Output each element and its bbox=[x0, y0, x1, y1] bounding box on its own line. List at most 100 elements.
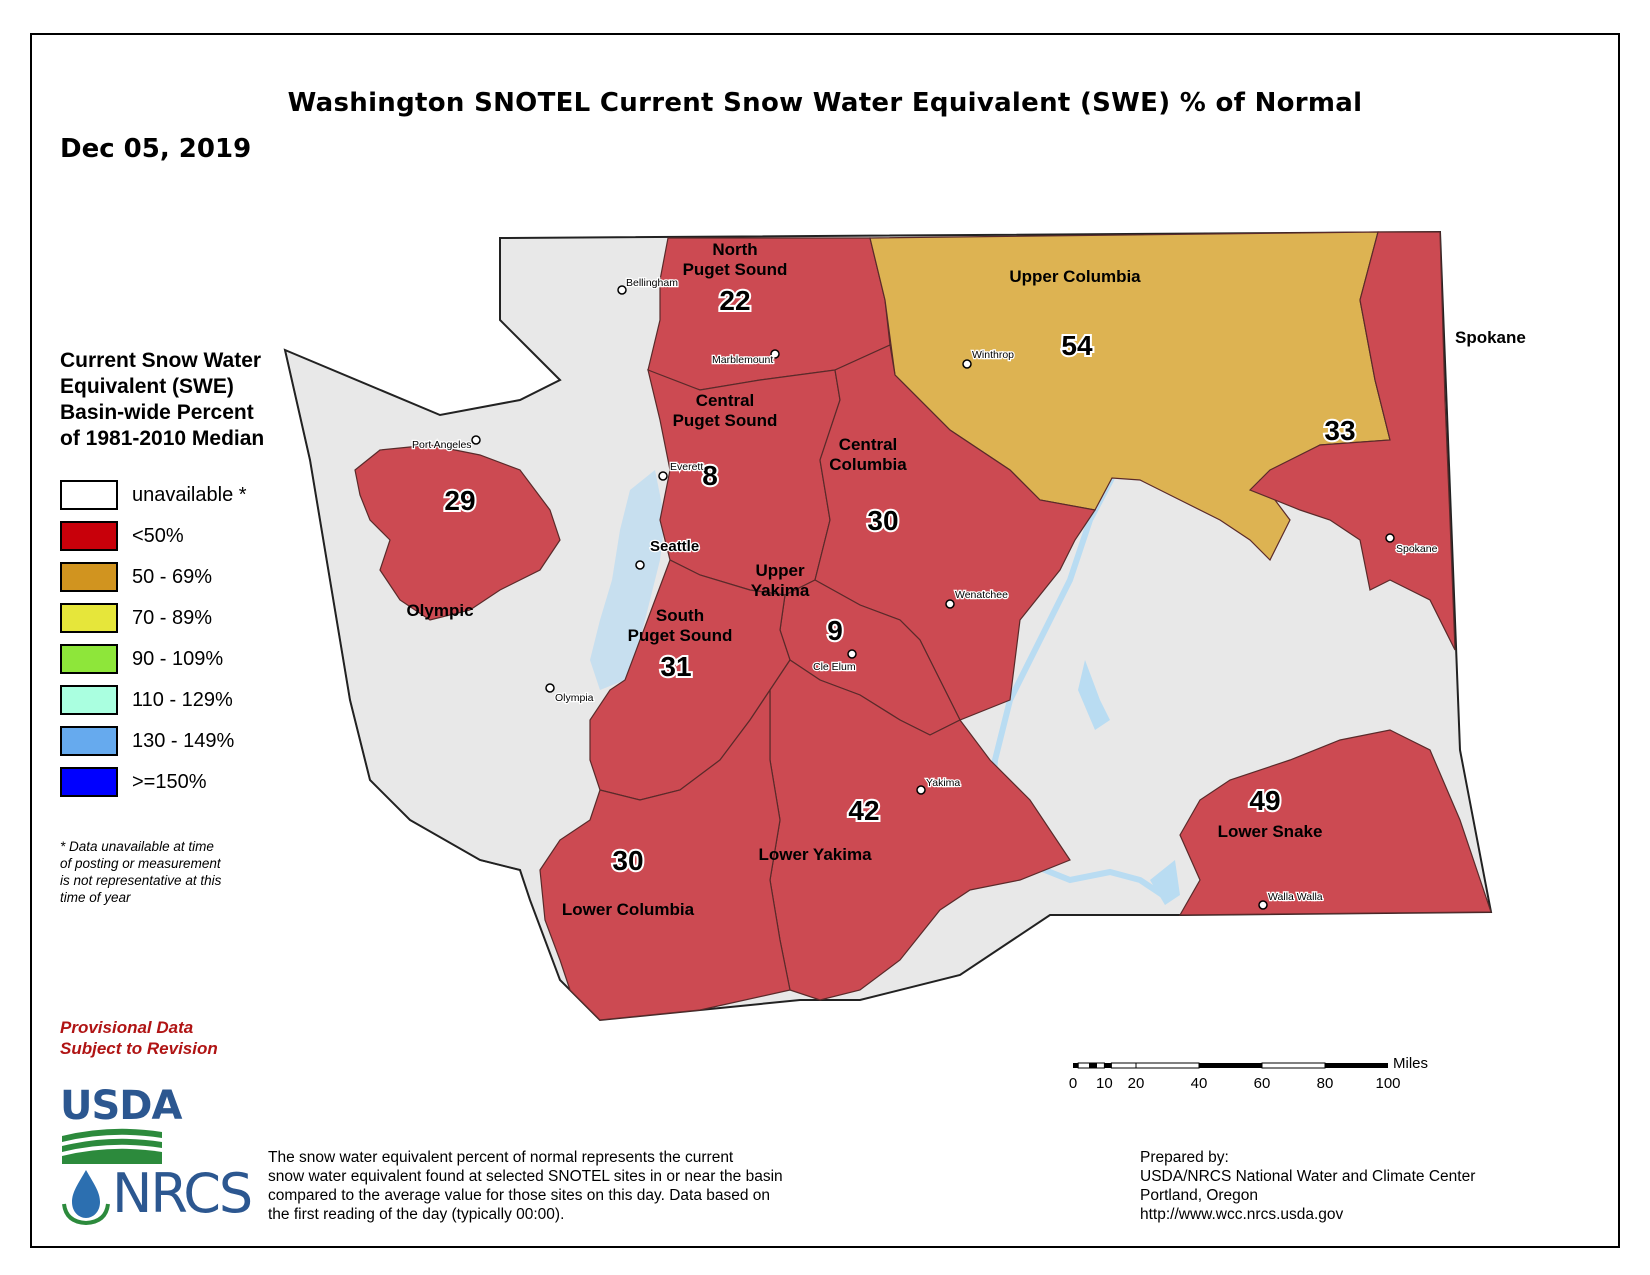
scale-tick: 60 bbox=[1254, 1075, 1271, 1092]
basin-value-label: 8 bbox=[702, 460, 718, 491]
scale-tick: 100 bbox=[1375, 1075, 1400, 1092]
city-label: Cle Elum bbox=[813, 661, 856, 673]
scale-seg bbox=[1199, 1063, 1262, 1068]
basin-name-label: South bbox=[656, 606, 704, 625]
legend-label: 110 - 129% bbox=[132, 689, 233, 711]
nrcs-logo: NRCS bbox=[112, 1162, 253, 1225]
usda-logo: USDA bbox=[60, 1083, 182, 1129]
basin-name-label: Yakima bbox=[751, 581, 810, 600]
basin-value-label: 33 bbox=[1324, 415, 1355, 446]
map-frame bbox=[30, 33, 1620, 1248]
basin-name-label: Puget Sound bbox=[673, 411, 778, 430]
city-label: Walla Walla bbox=[1268, 891, 1323, 903]
basin-name-label: Olympic bbox=[406, 601, 473, 620]
reservoir bbox=[1078, 660, 1110, 730]
city-marker-icon bbox=[1385, 533, 1395, 543]
basin-name-label: Columbia bbox=[829, 455, 907, 474]
unavailable-footnote: * Data unavailable at time of posting or… bbox=[60, 838, 290, 906]
basin-value-label: 30 bbox=[867, 505, 898, 536]
city-marker-icon bbox=[471, 435, 481, 445]
basin-value-label: 31 bbox=[660, 651, 691, 682]
prepared-line: Portland, Oregon bbox=[1140, 1187, 1259, 1204]
footnote-line: of posting or measurement bbox=[60, 856, 221, 871]
legend-swatch bbox=[60, 603, 118, 633]
prepared-line: USDA/NRCS National Water and Climate Cen… bbox=[1140, 1168, 1476, 1185]
city-label: Winthrop bbox=[972, 349, 1014, 361]
description-line: snow water equivalent found at selected … bbox=[268, 1168, 783, 1185]
description-line: the first reading of the day (typically … bbox=[268, 1206, 565, 1223]
basin-lower-snake bbox=[1178, 729, 1492, 916]
city-label: Everett bbox=[670, 461, 703, 473]
footnote-line: time of year bbox=[60, 890, 131, 905]
legend-swatch bbox=[60, 644, 118, 674]
city-marker-icon bbox=[945, 599, 955, 609]
legend-swatch bbox=[60, 767, 118, 797]
description-line: The snow water equivalent percent of nor… bbox=[268, 1149, 734, 1166]
prepared-line: Prepared by: bbox=[1140, 1149, 1229, 1166]
city-marker-icon bbox=[770, 349, 780, 359]
map-date: Dec 05, 2019 bbox=[60, 134, 252, 164]
provisional-line: Provisional Data bbox=[60, 1018, 194, 1037]
spokane-county-label: Spokane bbox=[1455, 328, 1526, 347]
footnote-line: * Data unavailable at time bbox=[60, 839, 214, 854]
city-label: Bellingham bbox=[626, 277, 678, 289]
basin-central-columbia bbox=[814, 344, 1097, 721]
basin-value-label: 42 bbox=[848, 795, 879, 826]
basin-lower-columbia bbox=[539, 688, 791, 1021]
scale-tick: 40 bbox=[1191, 1075, 1208, 1092]
scale-seg bbox=[1089, 1063, 1097, 1068]
scale-tick: 0 bbox=[1069, 1075, 1077, 1092]
basin-name-label: Puget Sound bbox=[683, 260, 788, 279]
basin-name-label: Upper Columbia bbox=[1009, 267, 1141, 286]
legend-label: 50 - 69% bbox=[132, 566, 213, 588]
legend-title-line: Current Snow Water bbox=[60, 349, 262, 372]
basin-value-label: 30 bbox=[612, 845, 643, 876]
city-label: Yakima bbox=[926, 777, 960, 789]
city-marker-icon bbox=[617, 285, 627, 295]
city-marker-icon bbox=[1258, 900, 1268, 910]
city-label: Wenatchee bbox=[955, 589, 1008, 601]
legend-label: 70 - 89% bbox=[132, 607, 213, 629]
prepared-by: Prepared by: USDA/NRCS National Water an… bbox=[1140, 1148, 1475, 1224]
puget-sound-water bbox=[590, 470, 665, 690]
legend-swatch bbox=[60, 521, 118, 551]
map-title: Washington SNOTEL Current Snow Water Equ… bbox=[287, 88, 1363, 118]
city-marker-icon bbox=[962, 359, 972, 369]
legend-swatch bbox=[60, 726, 118, 756]
city-label: Marblemount bbox=[712, 354, 773, 366]
legend-title: Current Snow Water Equivalent (SWE) Basi… bbox=[60, 348, 290, 452]
description-line: compared to the average value for those … bbox=[268, 1187, 771, 1204]
basin-name-label: Lower Snake bbox=[1218, 822, 1323, 841]
basin-name-label: Upper bbox=[755, 561, 805, 580]
scale-seg bbox=[1104, 1063, 1112, 1068]
scale-bar: Miles 0 10 20 40 60 80 100 bbox=[1069, 1055, 1428, 1092]
scale-tick: 10 bbox=[1096, 1075, 1113, 1092]
scale-unit: Miles bbox=[1393, 1055, 1428, 1072]
legend-swatch bbox=[60, 685, 118, 715]
scale-seg bbox=[1325, 1063, 1388, 1068]
basin-olympic-peninsula-red bbox=[354, 444, 561, 621]
basin-value-label: 9 bbox=[827, 615, 843, 646]
scale-seg bbox=[1073, 1063, 1079, 1068]
legend-title-line: Equivalent (SWE) bbox=[60, 375, 234, 398]
coast-line bbox=[284, 349, 521, 871]
city-marker-icon bbox=[658, 471, 668, 481]
usda-logo-fields-icon bbox=[62, 1128, 162, 1164]
city-label: Seattle bbox=[650, 538, 699, 555]
basin-name-label: Central bbox=[696, 391, 755, 410]
scale-tick: 80 bbox=[1317, 1075, 1334, 1092]
legend-swatch bbox=[60, 480, 118, 510]
legend-label: unavailable * bbox=[132, 484, 247, 506]
city-marker-icon bbox=[545, 683, 555, 693]
footnote-line: is not representative at this bbox=[60, 873, 222, 888]
city-label: Spokane bbox=[1396, 543, 1438, 555]
map-description: The snow water equivalent percent of nor… bbox=[268, 1148, 783, 1224]
scale-tick: 20 bbox=[1128, 1075, 1145, 1092]
legend-title-line: Basin-wide Percent bbox=[60, 401, 254, 424]
nrcs-drop-icon bbox=[62, 1170, 110, 1226]
legend-label: >=150% bbox=[132, 771, 207, 793]
basin-name-label: Puget Sound bbox=[628, 626, 733, 645]
city-label: Olympia bbox=[555, 692, 594, 704]
provisional-notice: Provisional Data Subject to Revision bbox=[60, 1017, 218, 1059]
